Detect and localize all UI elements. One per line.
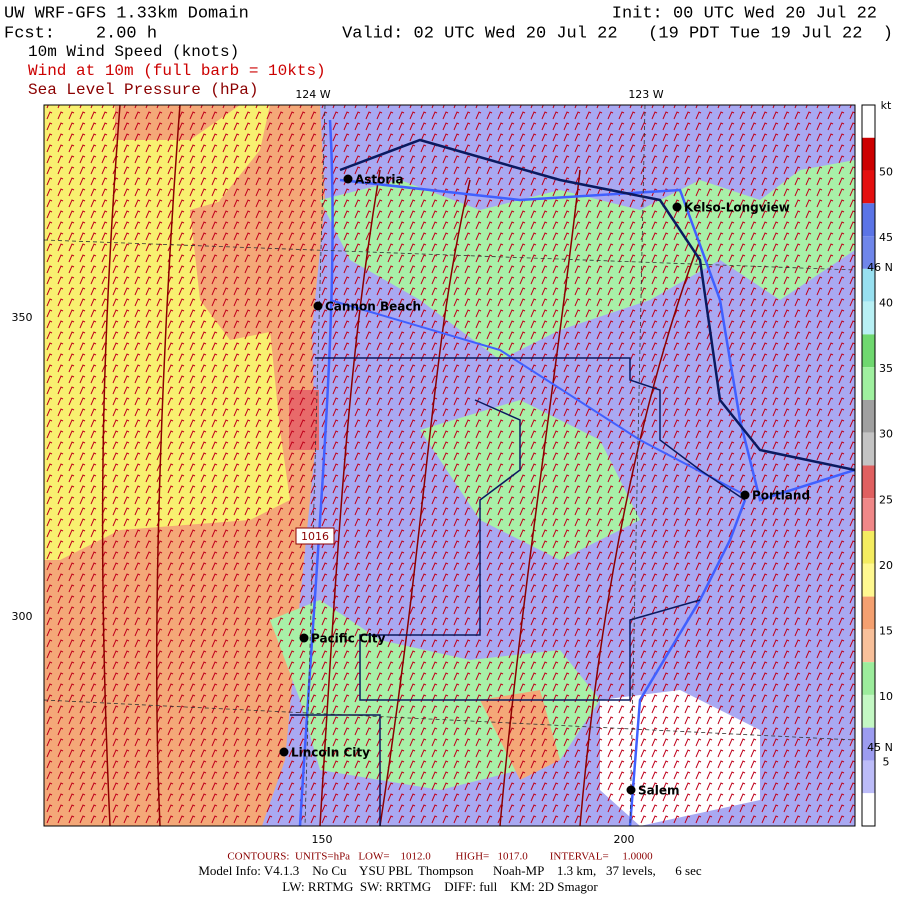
lon-label: 124 W	[295, 88, 330, 101]
colorbar-band	[862, 629, 875, 663]
colorbar-band	[862, 236, 875, 269]
init-time: Init: 00 UTC Wed 20 Jul 22	[612, 4, 877, 23]
colorbar-label: 30	[879, 428, 893, 441]
city-label: Salem	[638, 784, 680, 798]
city-marker	[299, 633, 309, 643]
city-label: Cannon Beach	[325, 300, 421, 314]
pressure-label: Sea Level Pressure (hPa)	[28, 81, 258, 99]
colorbar-frame	[861, 104, 876, 827]
colorbar-band	[862, 596, 875, 630]
colorbar-band	[862, 170, 875, 204]
colorbar-label: 35	[879, 362, 893, 375]
city-marker	[740, 490, 750, 500]
city-label: Astoria	[355, 173, 404, 187]
city-label: Kelso-Longview	[684, 201, 790, 215]
colorbar-label: 45	[879, 231, 893, 244]
colorbar-band	[862, 727, 875, 761]
physics-info: LW: RRTMG SW: RRTMG DIFF: full KM: 2D Sm…	[282, 879, 598, 894]
colorbar-label: 15	[879, 624, 893, 637]
map-frame	[43, 104, 856, 827]
colorbar-band	[862, 563, 875, 597]
lat-label: 45 N	[867, 741, 893, 754]
colorbar-band	[862, 498, 875, 532]
wind-label: Wind at 10m (full barb = 10kts)	[28, 62, 326, 80]
colorbar-band	[862, 367, 875, 400]
colorbar-band	[862, 760, 875, 794]
cities: Astoria Kelso-Longview Cannon Beach Portlan…	[279, 173, 810, 798]
colorbar-band	[862, 793, 875, 826]
city-marker	[672, 202, 682, 212]
colorbar-band	[862, 694, 875, 728]
colorbar-label: 5	[883, 755, 890, 768]
colorbar-label: 10	[879, 690, 893, 703]
colorbar-band	[862, 105, 875, 138]
colorbar-band	[862, 432, 875, 466]
city-marker	[343, 174, 353, 184]
contour-label-box	[295, 527, 335, 545]
lon-label: 123 W	[628, 88, 663, 101]
map-area	[44, 105, 855, 826]
contour-label: 1016	[301, 530, 329, 543]
colorbar-label: 25	[879, 493, 893, 506]
colorbar-band	[862, 137, 875, 171]
x-tick: 150	[312, 833, 333, 846]
contours-info: CONTOURS: UNITS=hPa LOW= 1012.0 HIGH= 10…	[227, 851, 653, 863]
x-tick: 200	[614, 833, 635, 846]
colorbar-band	[862, 301, 875, 335]
y-tick: 350	[12, 311, 33, 324]
forecast-hour: Fcst: 2.00 h	[4, 24, 157, 43]
city-marker	[279, 747, 289, 757]
colorbar-label: 20	[879, 559, 893, 572]
city-label: Pacific City	[311, 632, 386, 646]
colorbar-band	[862, 268, 875, 302]
city-label: Portland	[752, 489, 810, 503]
colorbar-unit: kt	[881, 99, 892, 112]
city-marker	[313, 301, 323, 311]
field-label: 10m Wind Speed (knots)	[28, 43, 239, 61]
y-tick: 300	[12, 610, 33, 623]
city-label: Lincoln City	[291, 746, 370, 760]
colorbar-band	[862, 531, 875, 564]
colorbar-label: 50	[879, 166, 893, 179]
colorbar-band	[862, 399, 875, 433]
colorbar-label: 40	[879, 297, 893, 310]
city-marker	[626, 785, 636, 795]
lat-label: 46 N	[867, 261, 893, 274]
colorbar: kt 50 45 40 35 30 25 20 15 10 5	[861, 99, 893, 827]
colorbar-band	[862, 334, 875, 368]
colorbar-band	[862, 203, 875, 237]
colorbar-band	[862, 662, 875, 695]
model-info: Model Info: V4.1.3 No Cu YSU PBL Thompso…	[198, 863, 701, 878]
valid-time: Valid: 02 UTC Wed 20 Jul 22 (19 PDT Tue …	[342, 24, 893, 43]
title: UW WRF-GFS 1.33km Domain	[4, 4, 249, 23]
colorbar-band	[862, 465, 875, 499]
